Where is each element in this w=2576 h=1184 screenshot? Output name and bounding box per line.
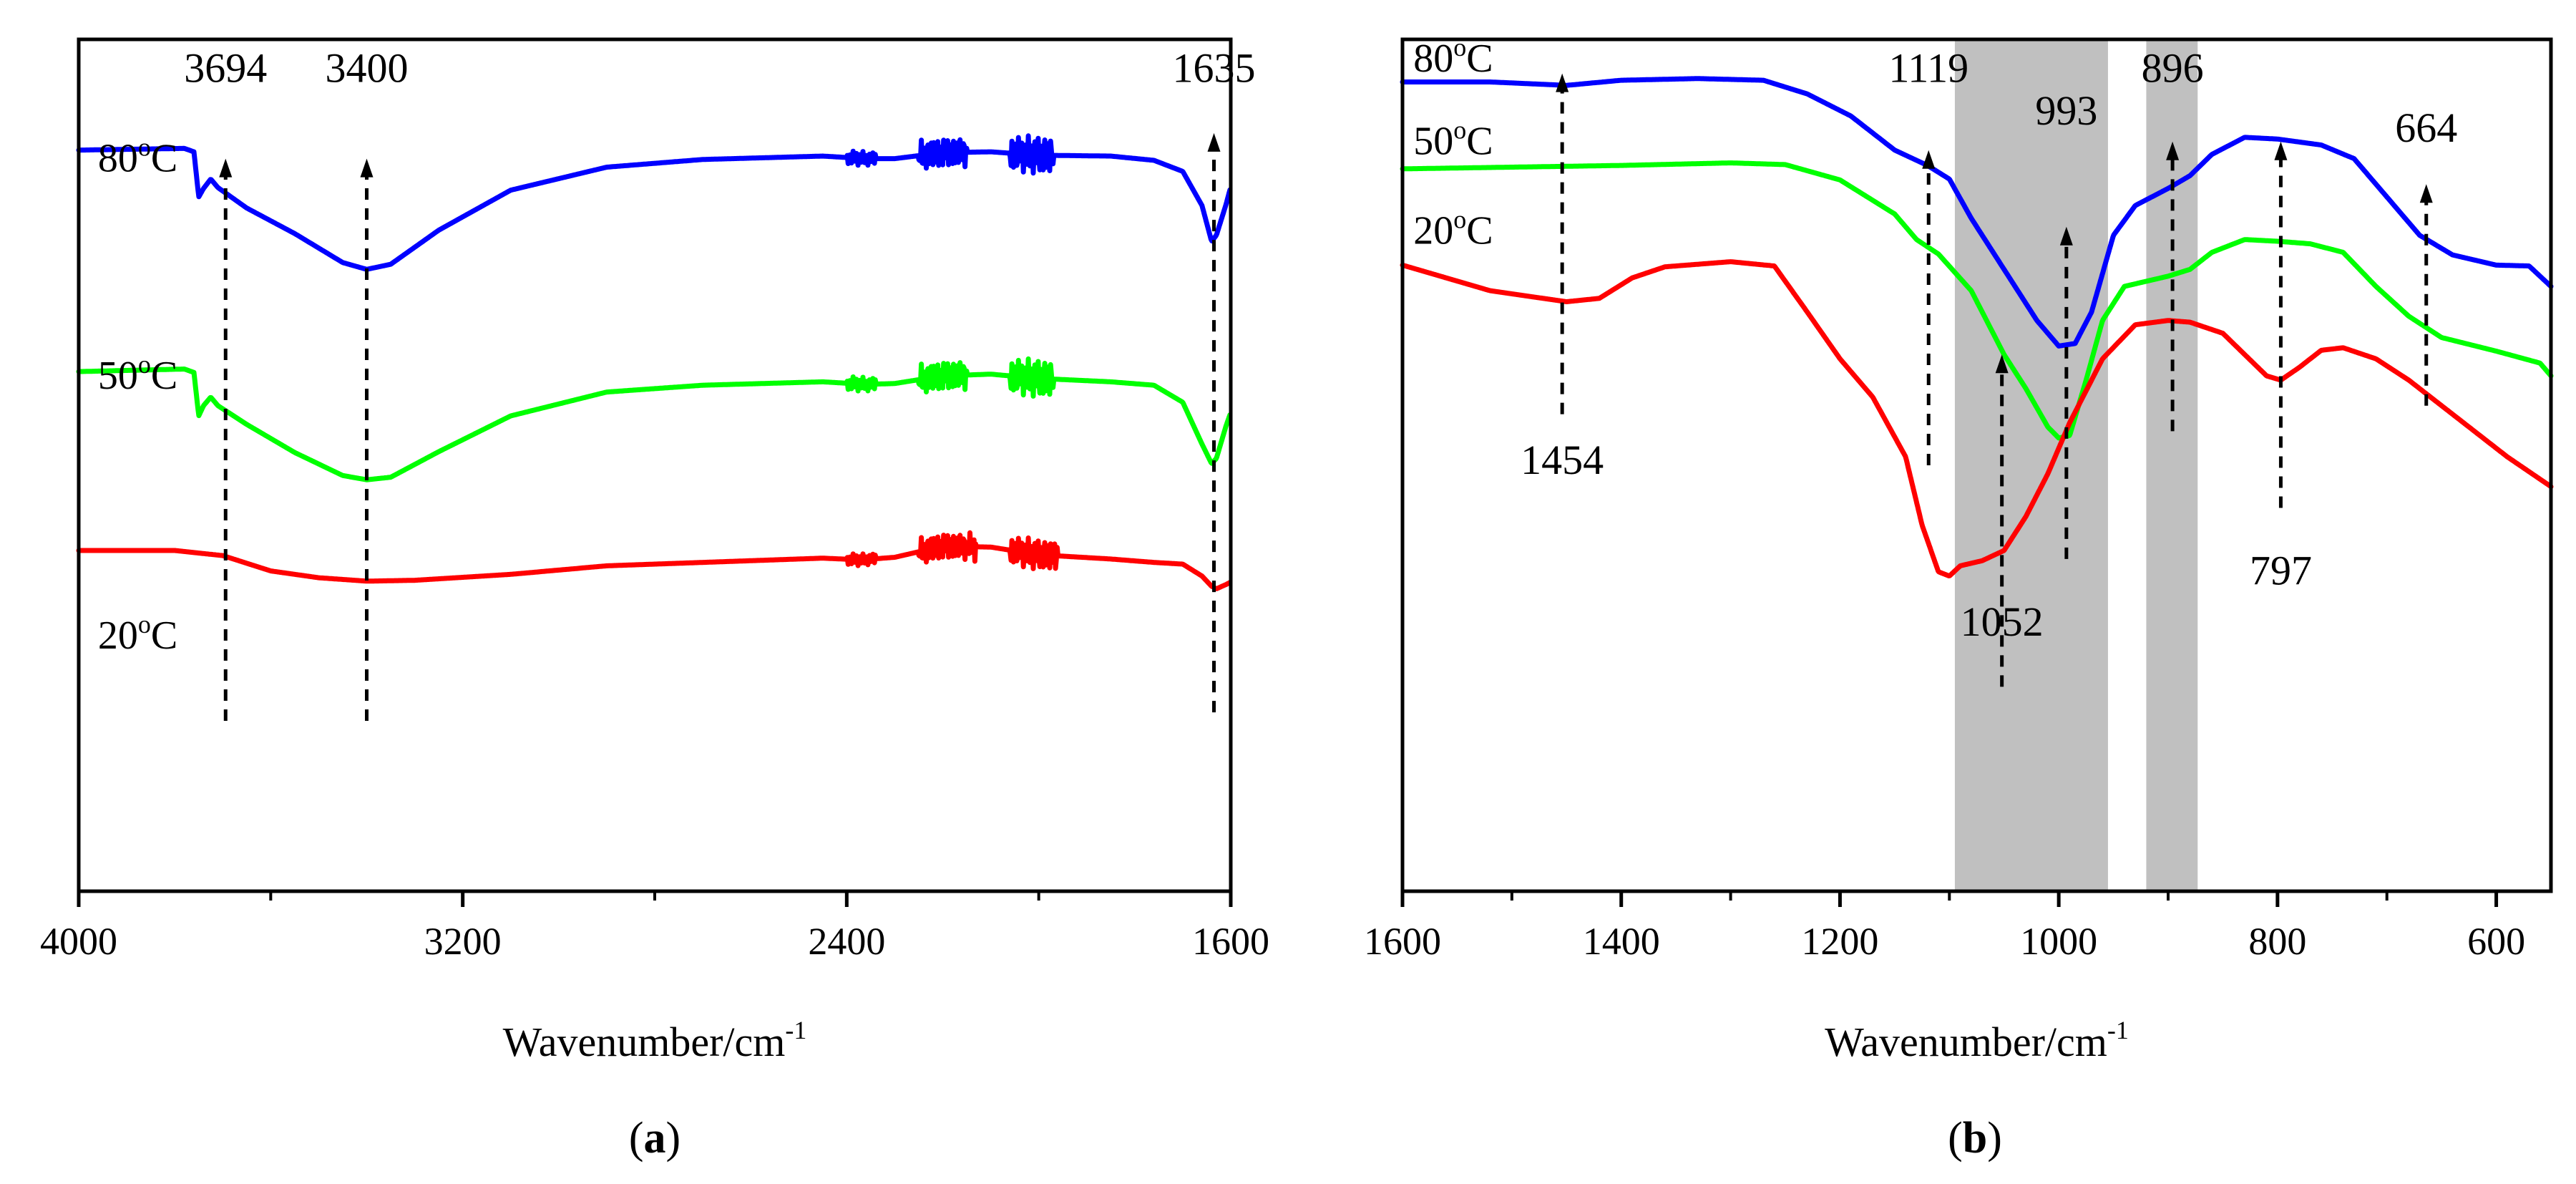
series-line-80c: [1400, 76, 2554, 349]
x-tick-label: 1600: [1364, 920, 1441, 963]
x-tick-label: 800: [2248, 920, 2306, 963]
series-line-80c: [76, 133, 1233, 272]
x-tick-label: 600: [2467, 920, 2525, 963]
series-line-50c: [1400, 160, 2554, 441]
plot-frame: [77, 37, 1233, 893]
series-label: 80oC: [98, 132, 177, 180]
x-tick-label: 1600: [1192, 920, 1269, 963]
series-line-20c: [1400, 259, 2554, 578]
peak-label: 797: [2250, 548, 2312, 594]
peak-marker-arrowhead: [2419, 184, 2433, 203]
peak-marker-arrowhead: [2274, 141, 2288, 160]
peak-marker-arrowhead: [1556, 73, 1569, 92]
peak-label: 664: [2395, 105, 2457, 151]
x-tick-label: 3200: [424, 920, 502, 963]
peak-label: 896: [2142, 45, 2204, 92]
panel-label: (a): [629, 1114, 680, 1163]
series-line-20c: [76, 530, 1233, 591]
panel-a-chart: 3694 3400 1635 80oC 50oC 20oC 4000 3200 2400 1600…: [40, 37, 1269, 1163]
peak-marker-arrowhead: [2166, 141, 2180, 160]
series-label: 20oC: [98, 610, 177, 658]
shaded-band: [1954, 39, 2108, 891]
panel-b-chart: 1454 1119 1052 993 896 797 664 80oC 50oC 20oC 1600…: [1364, 33, 2554, 1163]
peak-marker-arrowhead: [1207, 132, 1221, 152]
x-axis-title: Wavenumber/cm-1: [1825, 1016, 2129, 1065]
x-axis-title: Wavenumber/cm-1: [503, 1016, 807, 1065]
peak-marker-arrowhead: [219, 158, 233, 178]
x-tick-label: 4000: [40, 920, 117, 963]
series-label: 50oC: [1413, 116, 1493, 164]
x-tick-label: 1400: [1583, 920, 1660, 963]
x-tick-label: 2400: [808, 920, 885, 963]
plot-frame: [1400, 37, 2553, 893]
x-tick-label: 1200: [1801, 920, 1878, 963]
peak-label: 3694: [184, 45, 267, 92]
peak-label: 993: [2035, 87, 2097, 134]
peak-marker-arrowhead: [1995, 354, 2009, 374]
series-label: 50oC: [98, 350, 177, 398]
peak-label: 1635: [1173, 45, 1256, 92]
peak-marker-arrowhead: [360, 158, 374, 178]
series-label: 20oC: [1413, 205, 1493, 253]
peak-label: 1119: [1888, 45, 1968, 92]
peak-label: 1052: [1961, 598, 2044, 645]
panel-label: (b): [1948, 1114, 2002, 1163]
peak-marker-arrowhead: [1922, 150, 1936, 169]
peak-label: 3400: [326, 45, 409, 92]
x-tick-label: 1000: [2020, 920, 2097, 963]
series-line-50c: [76, 356, 1233, 482]
series-label: 80oC: [1413, 33, 1493, 81]
peak-label: 1454: [1521, 437, 1604, 483]
peak-marker-arrowhead: [2059, 226, 2073, 246]
